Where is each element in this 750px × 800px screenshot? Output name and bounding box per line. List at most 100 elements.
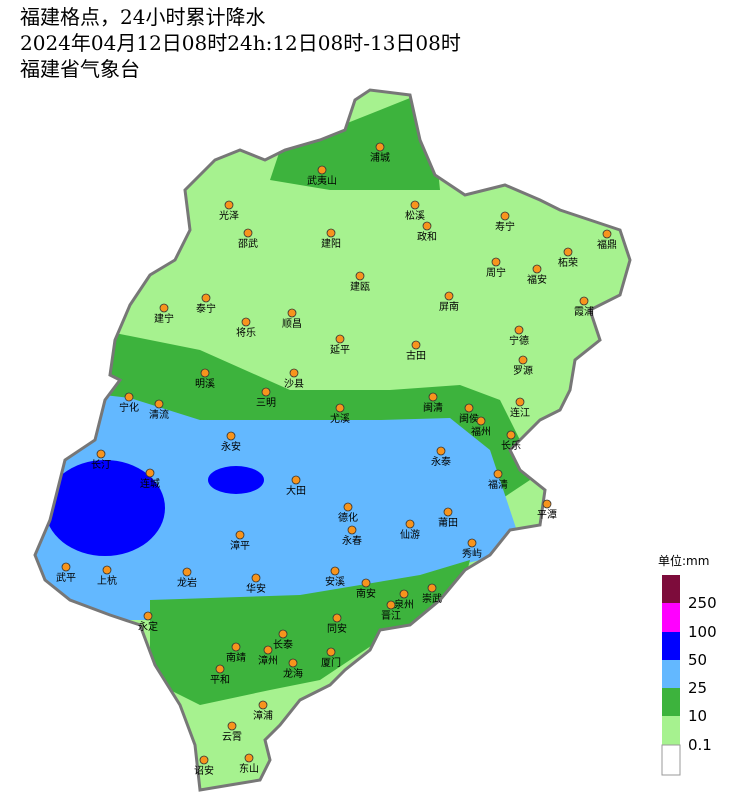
- city-label: 政和: [417, 230, 437, 243]
- city-dot: [154, 399, 164, 409]
- city-dot: [201, 293, 211, 303]
- city-label: 顺昌: [282, 318, 302, 330]
- city-dot: [411, 340, 421, 350]
- city-dot: [61, 562, 71, 572]
- city-dot: [602, 229, 612, 239]
- city-dot: [199, 755, 209, 765]
- city-label: 平和: [210, 674, 230, 686]
- legend-swatch: [661, 744, 681, 776]
- city-dot: [124, 392, 134, 402]
- city-dot: [182, 567, 192, 577]
- city-dot: [532, 264, 542, 274]
- city-label: 闽清: [423, 401, 443, 414]
- rain-10: [270, 90, 440, 190]
- city-dot: [444, 291, 454, 301]
- legend-swatch: [662, 716, 680, 745]
- city-dot: [335, 334, 345, 344]
- city-label: 泰宁: [196, 302, 216, 315]
- legend-label: 250: [688, 594, 717, 612]
- map-source: 福建省气象台: [20, 57, 140, 81]
- city-dot: [332, 613, 342, 623]
- legend-swatch: [662, 660, 680, 688]
- city-dot: [226, 431, 236, 441]
- city-label: 柘荣: [558, 256, 578, 269]
- city-label: 古田: [406, 349, 426, 362]
- city-label: 长汀: [91, 459, 111, 471]
- city-dot: [399, 589, 409, 599]
- city-label: 光泽: [219, 209, 239, 222]
- city-label: 三明: [256, 397, 276, 409]
- city-dot: [291, 475, 301, 485]
- city-label: 明溪: [195, 378, 215, 390]
- city-label: 建阳: [321, 237, 341, 250]
- city-dot: [443, 507, 453, 517]
- city-label: 大田: [286, 484, 306, 497]
- city-dot: [317, 165, 327, 175]
- city-label: 邵武: [238, 237, 258, 250]
- city-label: 建宁: [154, 312, 174, 325]
- city-label: 永春: [342, 534, 362, 547]
- city-dot: [215, 664, 225, 674]
- city-dot: [330, 566, 340, 576]
- city-label: 晋江: [381, 610, 401, 622]
- city-label: 寿宁: [495, 220, 515, 233]
- city-label: 安溪: [325, 575, 345, 588]
- legend-boxes: [661, 575, 681, 776]
- city-dot: [251, 573, 261, 583]
- city-label: 建瓯: [350, 280, 370, 293]
- legend-label: 100: [688, 623, 717, 641]
- city-dot: [261, 387, 271, 397]
- city-dot: [518, 355, 528, 365]
- city-dot: [326, 647, 336, 657]
- city-label: 沙县: [284, 378, 304, 390]
- city-label: 漳州: [258, 654, 278, 667]
- city-label: 宁化: [119, 401, 139, 414]
- city-dot: [467, 538, 477, 548]
- city-dot: [335, 403, 345, 413]
- city-dot: [514, 325, 524, 335]
- city-label: 长泰: [273, 638, 293, 651]
- legend-swatch: [662, 632, 680, 660]
- legend-swatch: [662, 575, 680, 603]
- city-dot: [464, 403, 474, 413]
- city-label: 永安: [221, 440, 241, 453]
- city-dot: [224, 200, 234, 210]
- city-label: 南靖: [226, 651, 246, 664]
- city-dot: [231, 642, 241, 652]
- city-dot: [288, 658, 298, 668]
- city-dot: [491, 257, 501, 267]
- city-dot: [243, 228, 253, 238]
- city-label: 厦门: [321, 656, 341, 669]
- city-dot: [493, 469, 503, 479]
- city-label: 崇武: [422, 592, 442, 605]
- city-dot: [235, 530, 245, 540]
- city-label: 松溪: [405, 209, 425, 222]
- legend-swatch: [662, 688, 680, 716]
- city-dot: [500, 211, 510, 221]
- city-label: 宁德: [509, 334, 529, 347]
- city-label: 武夷山: [307, 174, 337, 187]
- city-label: 福鼎: [597, 238, 617, 251]
- city-dot: [278, 629, 288, 639]
- city-dot: [427, 583, 437, 593]
- legend-label: 50: [688, 651, 707, 669]
- city-dot: [102, 565, 112, 575]
- city-label: 浦城: [370, 151, 390, 164]
- city-label: 尤溪: [330, 412, 350, 425]
- city-dot: [343, 502, 353, 512]
- city-dot: [258, 700, 268, 710]
- city-dot: [287, 308, 297, 318]
- city-label: 连城: [140, 477, 160, 490]
- city-dot: [436, 446, 446, 456]
- city-dot: [428, 392, 438, 402]
- city-label: 华安: [246, 582, 266, 595]
- city-dot: [506, 430, 516, 440]
- city-label: 平潭: [537, 509, 557, 521]
- city-label: 永定: [138, 620, 158, 633]
- city-label: 福清: [488, 478, 508, 491]
- rain-25: [35, 390, 520, 620]
- city-label: 延平: [330, 344, 350, 356]
